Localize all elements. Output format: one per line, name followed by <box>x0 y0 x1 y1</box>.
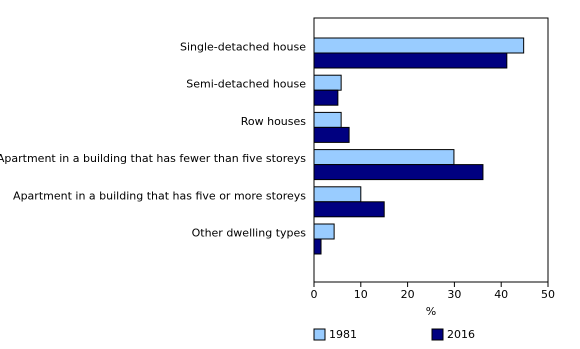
legend-label: 2016 <box>447 328 475 341</box>
bar <box>313 164 484 181</box>
x-tick-label: 30 <box>447 288 461 301</box>
bar <box>313 238 322 255</box>
legend-swatch <box>313 328 326 341</box>
bar <box>313 37 525 54</box>
bar <box>313 111 342 128</box>
y-tick-label: Apartment in a building that has five or… <box>13 189 306 202</box>
x-tick-label: 10 <box>354 288 368 301</box>
bar <box>313 126 350 143</box>
bar <box>313 186 362 203</box>
bar <box>313 74 342 91</box>
bar <box>313 223 335 240</box>
x-tick-label: 40 <box>494 288 508 301</box>
y-tick-label: Semi-detached house <box>186 78 306 91</box>
x-tick-label: 50 <box>541 288 555 301</box>
x-tick-label: 20 <box>401 288 415 301</box>
bar <box>313 89 339 106</box>
bar <box>313 52 508 69</box>
y-tick-label: Apartment in a building that has fewer t… <box>0 152 306 165</box>
legend-label: 1981 <box>329 328 357 341</box>
y-tick-label: Single-detached house <box>180 41 306 54</box>
bar <box>313 201 385 218</box>
y-tick-label: Row houses <box>241 115 307 128</box>
x-axis-label: % <box>426 305 436 318</box>
y-tick-label: Other dwelling types <box>192 227 307 240</box>
legend-swatch <box>431 328 444 341</box>
x-tick-label: 0 <box>311 288 318 301</box>
bar <box>313 149 455 166</box>
